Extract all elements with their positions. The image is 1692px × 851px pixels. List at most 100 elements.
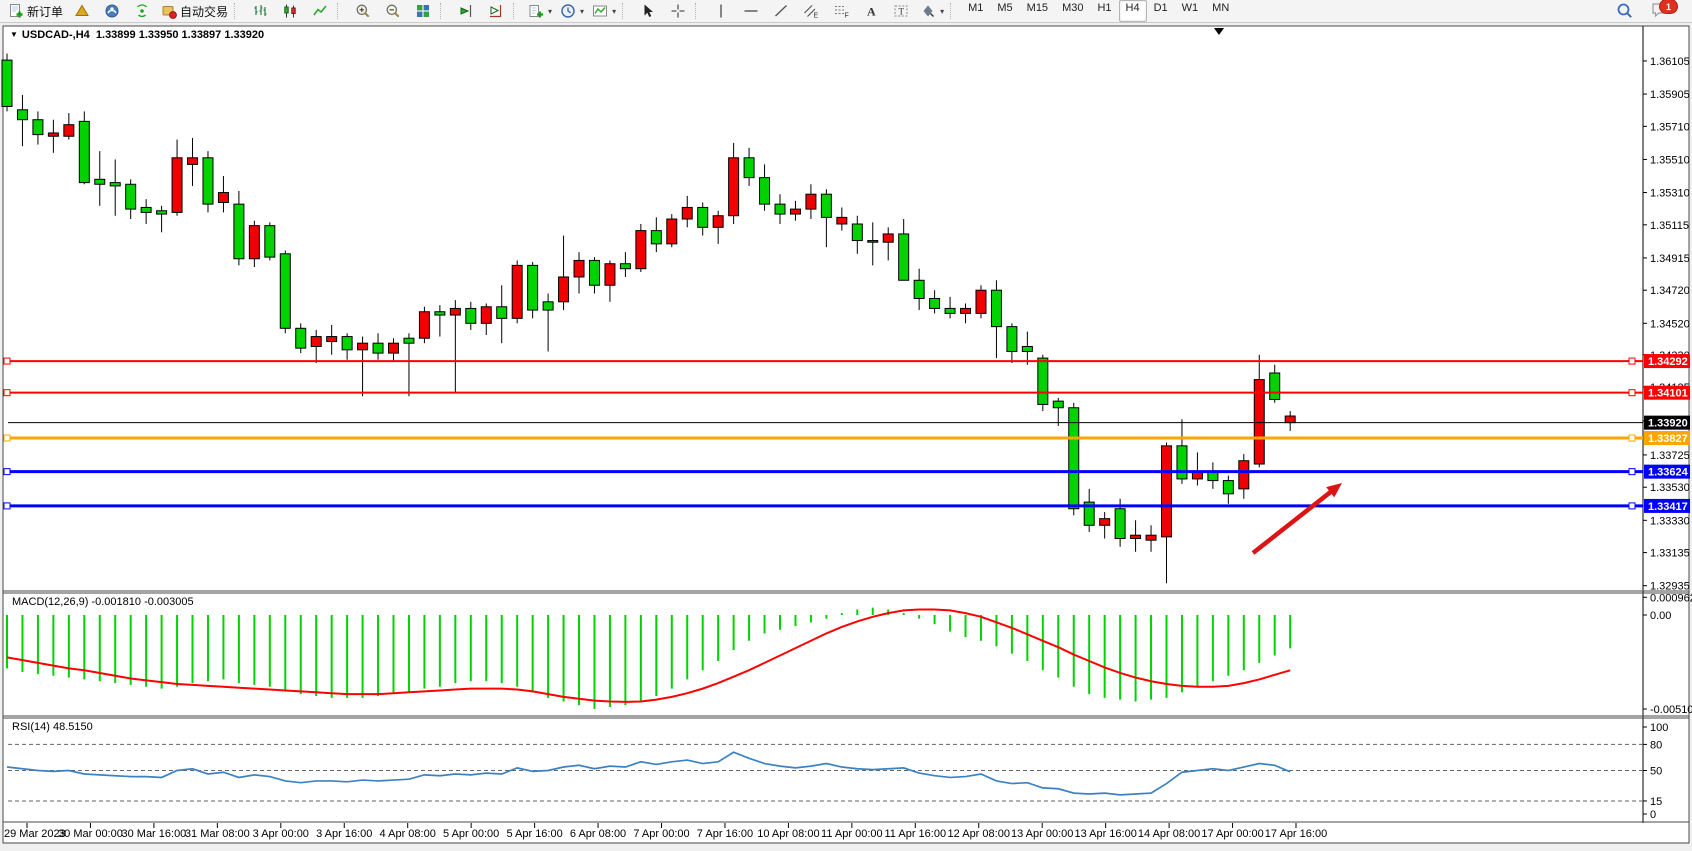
svg-text:5 Apr 00:00: 5 Apr 00:00 bbox=[443, 828, 499, 840]
toolbar: 新订单 自动交易 ▾ ▾ bbox=[0, 0, 1692, 23]
timeframe-m15[interactable]: M15 bbox=[1026, 2, 1049, 14]
svg-text:17 Apr 00:00: 17 Apr 00:00 bbox=[1201, 828, 1263, 840]
candles-layer bbox=[1, 53, 1296, 584]
svg-text:1.35115: 1.35115 bbox=[1650, 220, 1689, 232]
text-tool-button[interactable]: A bbox=[856, 0, 886, 22]
autotrading-label: 自动交易 bbox=[180, 4, 229, 19]
svg-text:F: F bbox=[845, 13, 849, 20]
crosshair-tool-button[interactable] bbox=[663, 0, 693, 22]
svg-text:1.34101: 1.34101 bbox=[1648, 388, 1688, 400]
horizontal-line-icon bbox=[744, 10, 758, 12]
chart-title: ▼ USDCAD-,H4 1.33899 1.33950 1.33897 1.33… bbox=[10, 29, 264, 41]
new-chart-icon bbox=[529, 5, 544, 18]
label-tool-button[interactable]: T bbox=[886, 0, 916, 22]
cursor-tool-button[interactable] bbox=[633, 0, 663, 22]
notification-badge: 1 bbox=[1659, 0, 1678, 14]
svg-text:100: 100 bbox=[1650, 722, 1668, 734]
signals-button[interactable] bbox=[127, 0, 157, 22]
tile-windows-icon bbox=[417, 5, 430, 17]
timeframe-w1[interactable]: W1 bbox=[1181, 2, 1199, 14]
auto-scroll-button[interactable] bbox=[481, 0, 511, 22]
svg-text:A: A bbox=[867, 5, 876, 19]
svg-text:E: E bbox=[814, 13, 819, 20]
bar-chart-button[interactable] bbox=[245, 0, 275, 22]
svg-text:11 Apr 00:00: 11 Apr 00:00 bbox=[821, 828, 883, 840]
line-chart-button[interactable] bbox=[305, 0, 335, 22]
autotrading-button[interactable]: 自动交易 bbox=[157, 0, 232, 22]
dropdown-caret-icon: ▾ bbox=[612, 6, 617, 16]
symbol-label: USDCAD-,H4 bbox=[21, 29, 90, 41]
timeframe-mn[interactable]: MN bbox=[1212, 2, 1230, 14]
timeframe-d1[interactable]: D1 bbox=[1153, 2, 1168, 14]
zoom-in-icon bbox=[356, 4, 370, 18]
notifications-button[interactable]: 1 bbox=[1650, 0, 1678, 21]
arrows-tool-button[interactable]: ▾ bbox=[916, 0, 948, 22]
timeframe-h1[interactable]: H1 bbox=[1097, 2, 1112, 14]
candlestick-chart-button[interactable] bbox=[275, 0, 305, 22]
search-button[interactable] bbox=[1610, 0, 1640, 22]
toolbar-separator bbox=[337, 3, 344, 19]
svg-text:0: 0 bbox=[1650, 809, 1656, 821]
period-button[interactable]: ▾ bbox=[556, 0, 588, 22]
new-order-icon bbox=[10, 4, 23, 18]
svg-text:1.34292: 1.34292 bbox=[1648, 356, 1688, 368]
svg-text:1.35310: 1.35310 bbox=[1650, 188, 1690, 200]
timeframe-m30[interactable]: M30 bbox=[1062, 2, 1084, 14]
new-chart-button[interactable]: ▾ bbox=[524, 0, 556, 22]
hlines-layer: 1.34292 1.34101 1.33920 1.33827 1.33624 1.334… bbox=[3, 354, 1690, 513]
rsi-indicator-title: RSI(14) 48.5150 bbox=[12, 721, 93, 733]
chart-window bbox=[2, 25, 1690, 844]
bar-chart-icon bbox=[254, 5, 267, 16]
toolbar-separator bbox=[950, 3, 957, 19]
ohlc-values: 1.33899 1.33950 1.33897 1.33920 bbox=[95, 29, 265, 41]
clock-icon bbox=[561, 4, 575, 18]
zoom-out-button[interactable] bbox=[378, 0, 408, 22]
svg-text:1.35510: 1.35510 bbox=[1650, 154, 1690, 166]
market-button[interactable] bbox=[67, 0, 97, 22]
timeframe-m5[interactable]: M5 bbox=[997, 2, 1013, 14]
svg-text:3 Apr 16:00: 3 Apr 16:00 bbox=[316, 828, 372, 840]
text-label-icon: T bbox=[894, 5, 908, 17]
toolbar-separator bbox=[695, 3, 702, 19]
trend-arrow bbox=[1251, 488, 1335, 555]
svg-text:11 Apr 16:00: 11 Apr 16:00 bbox=[885, 828, 947, 840]
svg-text:80: 80 bbox=[1650, 739, 1662, 751]
svg-text:1.34520: 1.34520 bbox=[1650, 318, 1690, 330]
rsi-pane: 100 80 50 150 bbox=[6, 722, 1668, 821]
dropdown-caret-icon: ▾ bbox=[580, 6, 585, 16]
svg-text:10 Apr 08:00: 10 Apr 08:00 bbox=[757, 828, 819, 840]
equidistant-channel-icon: E bbox=[804, 5, 819, 20]
profile-icon bbox=[105, 4, 119, 18]
new-order-label: 新订单 bbox=[27, 4, 64, 19]
toolbar-separator bbox=[622, 3, 629, 19]
trendline-tool-button[interactable] bbox=[766, 0, 796, 22]
toolbar-separator bbox=[234, 3, 241, 19]
horizontal-line-tool-button[interactable] bbox=[736, 0, 766, 22]
svg-text:30 Mar 00:00: 30 Mar 00:00 bbox=[58, 828, 123, 840]
symbol-dropdown-icon[interactable]: ▼ bbox=[10, 30, 18, 39]
svg-text:5 Apr 16:00: 5 Apr 16:00 bbox=[506, 828, 562, 840]
chart-shift-button[interactable] bbox=[451, 0, 481, 22]
tile-windows-button[interactable] bbox=[408, 0, 438, 22]
channel-tool-button[interactable]: E bbox=[796, 0, 826, 22]
profile-button[interactable] bbox=[97, 0, 127, 22]
search-icon bbox=[1617, 3, 1632, 18]
svg-text:1.33417: 1.33417 bbox=[1648, 501, 1688, 513]
svg-text:15: 15 bbox=[1650, 796, 1662, 808]
timeframe-h4[interactable]: H4 bbox=[1118, 0, 1147, 22]
timeframe-m1[interactable]: M1 bbox=[968, 2, 984, 14]
macd-pane: 0.000962 0.00 -0.005107 bbox=[6, 592, 1692, 716]
dropdown-caret-icon: ▾ bbox=[548, 6, 553, 16]
vertical-line-tool-button[interactable] bbox=[706, 0, 736, 22]
indicators-button[interactable]: ▾ bbox=[588, 0, 620, 22]
svg-text:13 Apr 16:00: 13 Apr 16:00 bbox=[1074, 828, 1136, 840]
svg-text:1.33725: 1.33725 bbox=[1650, 450, 1690, 462]
fibonacci-tool-button[interactable]: F bbox=[826, 0, 856, 22]
svg-text:17 Apr 16:00: 17 Apr 16:00 bbox=[1265, 828, 1327, 840]
scroll-end-marker bbox=[1214, 28, 1224, 35]
svg-text:1.33920: 1.33920 bbox=[1648, 418, 1688, 430]
zoom-in-button[interactable] bbox=[348, 0, 378, 22]
new-order-button[interactable]: 新订单 bbox=[4, 0, 67, 22]
